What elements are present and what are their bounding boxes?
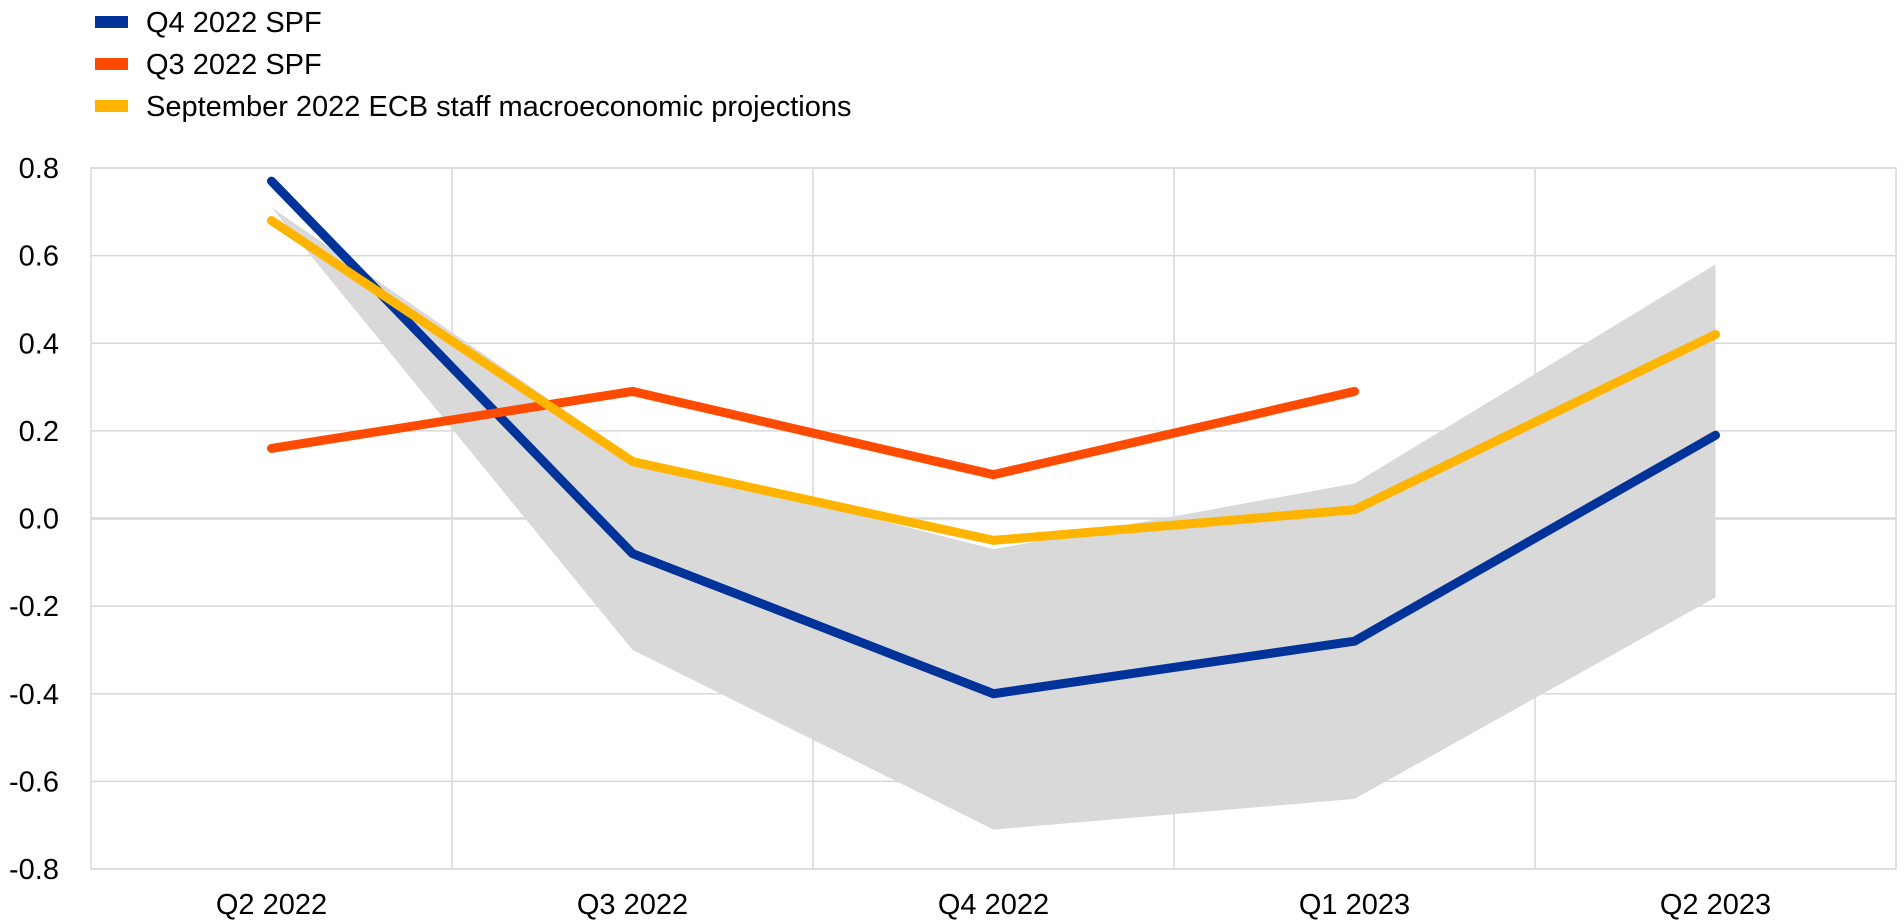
y-tick-label: 0.2: [19, 416, 59, 448]
x-tick-label: Q3 2022: [577, 889, 688, 921]
series-line-2: [267, 386, 1359, 480]
y-axis: 0.8 0.6 0.4 0.2 0.0 -0.2 -0.4 -0.6 -0.8: [9, 153, 59, 886]
y-tick-label: -0.8: [9, 854, 59, 886]
legend-label: Q3 2022 SPF: [146, 49, 322, 81]
legend-label: Q4 2022 SPF: [146, 7, 322, 39]
legend-label: September 2022 ECB staff macroeconomic p…: [146, 91, 852, 123]
y-tick-label: 0.0: [19, 504, 59, 536]
series-line-1: [267, 176, 1720, 699]
legend-swatch: [95, 16, 128, 28]
y-tick-label: 0.8: [19, 153, 59, 185]
legend-swatch: [95, 58, 128, 70]
y-tick-label: 0.4: [19, 328, 59, 360]
x-tick-label: Q4 2022: [938, 889, 1049, 921]
series-line-3: [267, 216, 1720, 545]
x-tick-label: Q2 2023: [1660, 889, 1771, 921]
uncertainty-band-area: [271, 207, 1716, 830]
legend: Q4 2022 SPF Q3 2022 SPF September 2022 ECB…: [95, 7, 852, 123]
x-tick-label: Q2 2022: [216, 889, 327, 921]
series-lines: [267, 176, 1720, 699]
x-axis: Q2 2022 Q3 2022 Q4 2022 Q1 2023 Q2 2023: [216, 889, 1771, 921]
legend-swatch: [95, 100, 128, 112]
uncertainty-band: [271, 207, 1716, 830]
y-tick-label: -0.4: [9, 679, 59, 711]
y-tick-label: 0.6: [19, 241, 59, 273]
x-tick-label: Q1 2023: [1299, 889, 1410, 921]
plot-area: [90, 167, 1897, 870]
y-tick-label: -0.2: [9, 591, 59, 623]
y-tick-label: -0.6: [9, 766, 59, 798]
